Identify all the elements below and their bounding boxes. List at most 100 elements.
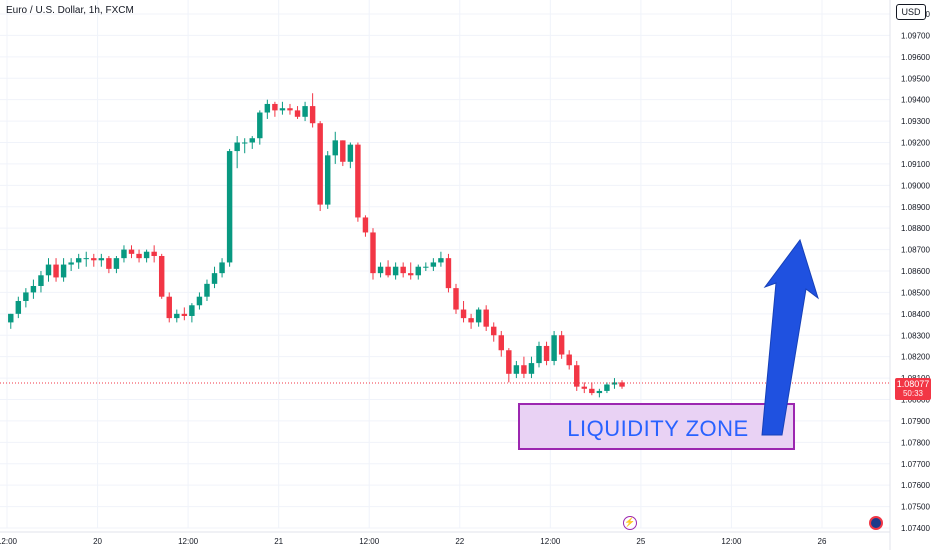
candle xyxy=(83,251,89,267)
candle xyxy=(38,271,44,293)
candle xyxy=(264,99,271,119)
candle-body xyxy=(60,264,67,278)
candle-body xyxy=(226,151,233,263)
y-tick-label: 1.07400 xyxy=(901,524,930,533)
candle-body xyxy=(128,249,135,254)
up-arrow-annotation[interactable] xyxy=(761,238,819,436)
candle-body xyxy=(287,108,293,111)
candle xyxy=(513,360,520,379)
candle xyxy=(400,262,406,278)
currency-button[interactable]: USD xyxy=(896,4,926,20)
candle xyxy=(619,380,625,389)
candle-body xyxy=(362,217,369,233)
candle xyxy=(143,249,150,263)
candle xyxy=(460,300,467,323)
candle-body xyxy=(181,313,188,316)
candle xyxy=(241,138,248,154)
candle xyxy=(166,292,172,323)
candle xyxy=(30,279,37,299)
candle-body xyxy=(589,388,595,394)
candle-body xyxy=(113,258,120,269)
candle xyxy=(279,101,286,115)
current-price-value: 1.08077 xyxy=(896,379,930,389)
y-tick-label: 1.08900 xyxy=(901,203,930,212)
candle xyxy=(543,341,550,366)
candle-body xyxy=(302,106,308,117)
candle xyxy=(445,253,452,293)
candle-body xyxy=(377,266,384,274)
candle-body xyxy=(30,285,37,293)
candle-body xyxy=(91,258,97,261)
liquidity-zone-box[interactable] xyxy=(518,403,795,450)
candle xyxy=(204,279,210,301)
candle xyxy=(596,388,603,398)
y-tick-label: 1.08500 xyxy=(901,288,930,297)
candle xyxy=(8,313,14,329)
y-tick-label: 1.08700 xyxy=(901,246,930,255)
candle-body xyxy=(272,103,278,111)
up-arrow-shape[interactable] xyxy=(761,238,819,436)
lightning-event-icon[interactable]: ⚡ xyxy=(623,516,637,530)
candle-body xyxy=(98,258,105,261)
y-tick-label: 1.08600 xyxy=(901,267,930,276)
y-tick-label: 1.09400 xyxy=(901,96,930,105)
candle-body xyxy=(196,296,203,306)
candle-body xyxy=(15,300,22,314)
candle-body xyxy=(317,123,323,205)
time-axis[interactable]: 12:00 20 12:00 21 12:00 22 12:00 25 12:00 26 xyxy=(0,531,890,546)
candle xyxy=(408,262,414,280)
candle-body xyxy=(423,266,429,268)
grid-lines xyxy=(0,0,890,529)
candle-body xyxy=(558,335,565,355)
candle xyxy=(45,258,52,282)
candle xyxy=(302,101,308,122)
y-tick-label: 1.07700 xyxy=(901,460,930,469)
x-tick-label: 12:00 xyxy=(359,537,380,546)
candle xyxy=(91,253,97,267)
x-tick-label: 25 xyxy=(636,537,645,546)
candle xyxy=(423,262,429,271)
candle xyxy=(611,378,618,389)
candle xyxy=(453,283,459,314)
candle xyxy=(566,350,572,370)
candle xyxy=(324,151,331,209)
candle xyxy=(113,256,120,274)
candle-body xyxy=(566,354,572,366)
price-axis[interactable]: 1.098001.097001.096001.095001.094001.093… xyxy=(889,0,930,550)
candle-body xyxy=(619,382,625,387)
candle xyxy=(226,148,233,267)
candle-body xyxy=(257,112,263,139)
candle-body xyxy=(75,258,82,263)
candle-body xyxy=(166,296,172,319)
candle-body xyxy=(294,110,301,117)
candle xyxy=(189,303,195,323)
x-tick-label: 26 xyxy=(818,537,827,546)
candle-body xyxy=(574,365,580,387)
candle xyxy=(53,258,59,282)
candle-body xyxy=(355,144,361,218)
candle-body xyxy=(408,273,414,276)
y-tick-label: 1.09500 xyxy=(901,74,930,83)
x-tick-label: 12:00 xyxy=(721,537,742,546)
liquidity-zone[interactable]: LIQUIDITY ZONE xyxy=(518,403,795,450)
candle-body xyxy=(121,249,127,259)
candle-body xyxy=(430,262,437,267)
candle-body xyxy=(324,155,331,205)
candle xyxy=(430,258,437,271)
candle-body xyxy=(521,365,527,374)
candle-body xyxy=(309,106,316,124)
candle xyxy=(385,260,391,278)
candle xyxy=(136,249,142,263)
y-tick-label: 1.09100 xyxy=(901,160,930,169)
y-tick-label: 1.09700 xyxy=(901,31,930,40)
candle xyxy=(475,307,482,327)
candle xyxy=(551,330,557,366)
candle xyxy=(347,142,354,169)
flag-icon[interactable] xyxy=(869,516,883,530)
candle xyxy=(174,309,180,323)
x-tick-label: 12:00 xyxy=(0,537,18,546)
candle xyxy=(498,330,504,357)
candle xyxy=(558,330,565,359)
candle xyxy=(362,215,369,237)
